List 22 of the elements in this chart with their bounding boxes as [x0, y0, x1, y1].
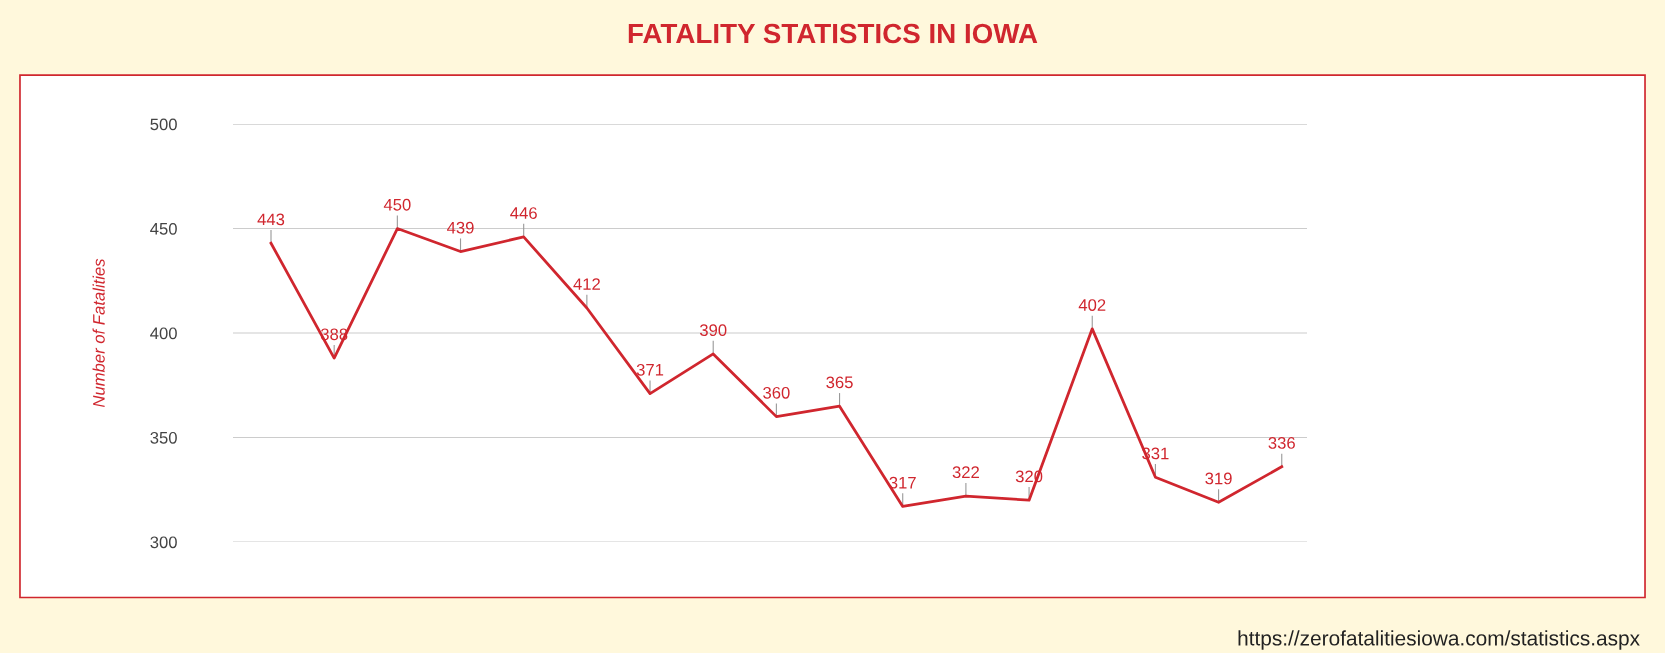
- y-tick-label: 300: [150, 536, 177, 549]
- y-tick-label: 350: [150, 431, 177, 444]
- data-label: 402: [1078, 299, 1106, 311]
- data-label: 360: [763, 386, 790, 399]
- data-label: 371: [636, 363, 664, 376]
- data-label: 390: [699, 324, 727, 336]
- data-label: 450: [383, 198, 411, 211]
- y-tick-label: 450: [150, 222, 177, 235]
- data-label: 412: [573, 278, 600, 290]
- y-axis-title: Number of Fatalities: [92, 258, 105, 408]
- data-label: 365: [826, 376, 853, 389]
- data-label: 317: [889, 476, 916, 489]
- chart-title: FATALITY STATISTICS IN IOWA: [628, 23, 1038, 44]
- data-label: 443: [257, 213, 285, 226]
- data-label: 439: [447, 221, 474, 234]
- text: https://zerofatalitiesiowa.com/statistics.aspx: [1238, 630, 1640, 650]
- data-label: 322: [952, 466, 979, 479]
- data-label: 446: [510, 207, 537, 219]
- y-tick-label: 400: [150, 327, 177, 340]
- data-label: 336: [1268, 437, 1295, 449]
- y-tick-label: 500: [150, 118, 177, 131]
- data-label: 319: [1205, 472, 1232, 485]
